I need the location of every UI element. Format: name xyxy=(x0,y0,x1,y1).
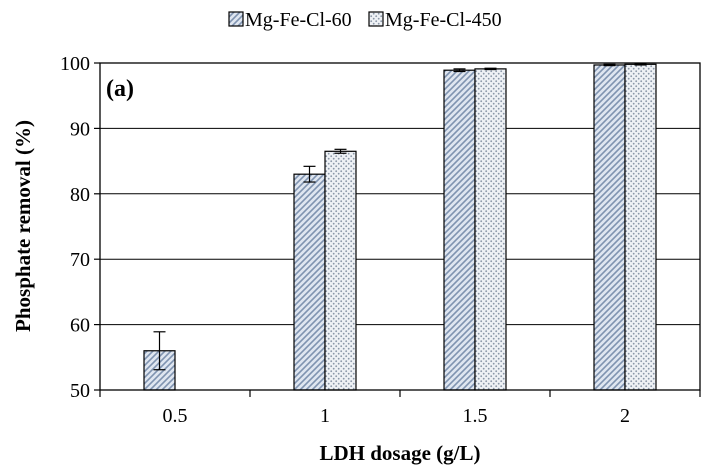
y-tick-label-1: 60 xyxy=(70,315,90,337)
bar-series-0-cat-1 xyxy=(293,173,326,391)
y-tick-label-0: 50 xyxy=(70,380,90,402)
bar-series-0-cat-3 xyxy=(593,64,626,391)
y-tick-label-3: 80 xyxy=(70,184,90,206)
legend-swatch-series-0 xyxy=(228,11,244,27)
x-axis-ticks: 0.5 1 1.5 2 xyxy=(99,390,701,427)
x-tick-label-3: 2 xyxy=(620,405,630,427)
y-tick-label-2: 70 xyxy=(70,249,90,271)
error-bar-series-0-cat-3 xyxy=(603,63,616,67)
error-bar-series-1-cat-3 xyxy=(634,63,647,66)
x-tick-label-2: 1.5 xyxy=(463,405,488,427)
bar-series-1-cat-1 xyxy=(324,150,357,391)
x-axis-label: LDH dosage (g/L) xyxy=(319,441,480,465)
error-bar-series-0-cat-1 xyxy=(303,165,316,183)
x-tick-label-0: 0.5 xyxy=(163,405,188,427)
bar-series-1-cat-2 xyxy=(474,68,507,391)
y-tick-label-5: 100 xyxy=(60,53,90,75)
error-bars xyxy=(153,63,647,371)
error-bar-series-0-cat-2 xyxy=(453,68,466,73)
bar-series-0-cat-2 xyxy=(443,69,476,391)
bars xyxy=(143,63,657,391)
legend-label-series-0: Mg-Fe-Cl-60 xyxy=(245,9,352,31)
x-tick-label-1: 1 xyxy=(320,405,330,427)
legend: Mg-Fe-Cl-60 Mg-Fe-Cl-450 xyxy=(228,9,502,31)
y-tick-label-4: 90 xyxy=(70,118,90,140)
y-axis-label: Phosphate removal (%) xyxy=(11,120,35,332)
legend-label-series-1: Mg-Fe-Cl-450 xyxy=(385,9,502,31)
panel-label: (a) xyxy=(106,76,134,102)
error-bar-series-0-cat-0 xyxy=(153,331,166,371)
legend-swatch-series-1 xyxy=(368,11,384,27)
bar-series-1-cat-3 xyxy=(624,63,657,391)
error-bar-series-1-cat-2 xyxy=(484,67,497,71)
error-bar-series-1-cat-1 xyxy=(334,148,347,154)
y-axis-ticks: 50 60 70 80 90 100 xyxy=(60,53,100,402)
